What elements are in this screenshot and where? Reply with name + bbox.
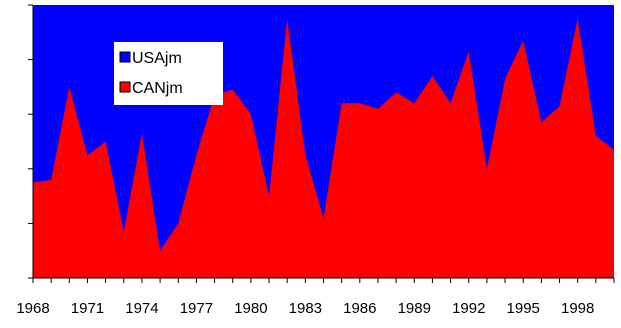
x-tick-label-1971: 1971	[71, 300, 104, 317]
axes: 1968 1971 1974 1977 1980 1983 1986 1989 1992 1995…	[16, 4, 615, 317]
x-tick-label-1992: 1992	[452, 300, 485, 317]
x-tick-label-1995: 1995	[507, 300, 540, 317]
legend-box	[114, 42, 223, 105]
x-tick-label-1989: 1989	[398, 300, 431, 317]
x-tick-label-1998: 1998	[561, 300, 594, 317]
x-axis-ticks	[32, 278, 615, 283]
x-axis-tick-labels: 1968 1971 1974 1977 1980 1983 1986 1989 1992 1995…	[16, 300, 594, 317]
legend-swatch-canjm	[119, 81, 131, 93]
x-tick-label-1974: 1974	[125, 300, 158, 317]
legend-label-usajm: USAjm	[132, 50, 182, 67]
y-axis-ticks	[28, 4, 33, 279]
x-tick-label-1980: 1980	[234, 300, 267, 317]
x-tick-label-1983: 1983	[289, 300, 322, 317]
x-tick-label-1986: 1986	[343, 300, 376, 317]
x-tick-label-1968: 1968	[16, 300, 49, 317]
legend: USAjm CANjm	[114, 42, 223, 105]
legend-label-canjm: CANjm	[132, 80, 183, 97]
x-tick-label-1977: 1977	[180, 300, 213, 317]
legend-swatch-usajm	[119, 51, 131, 63]
series-area-canjm	[33, 18, 614, 279]
